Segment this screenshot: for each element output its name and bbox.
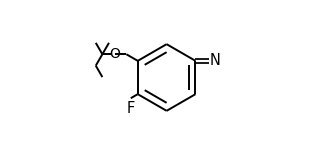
Text: F: F — [127, 101, 135, 116]
Text: N: N — [210, 53, 221, 68]
Text: O: O — [109, 47, 120, 61]
